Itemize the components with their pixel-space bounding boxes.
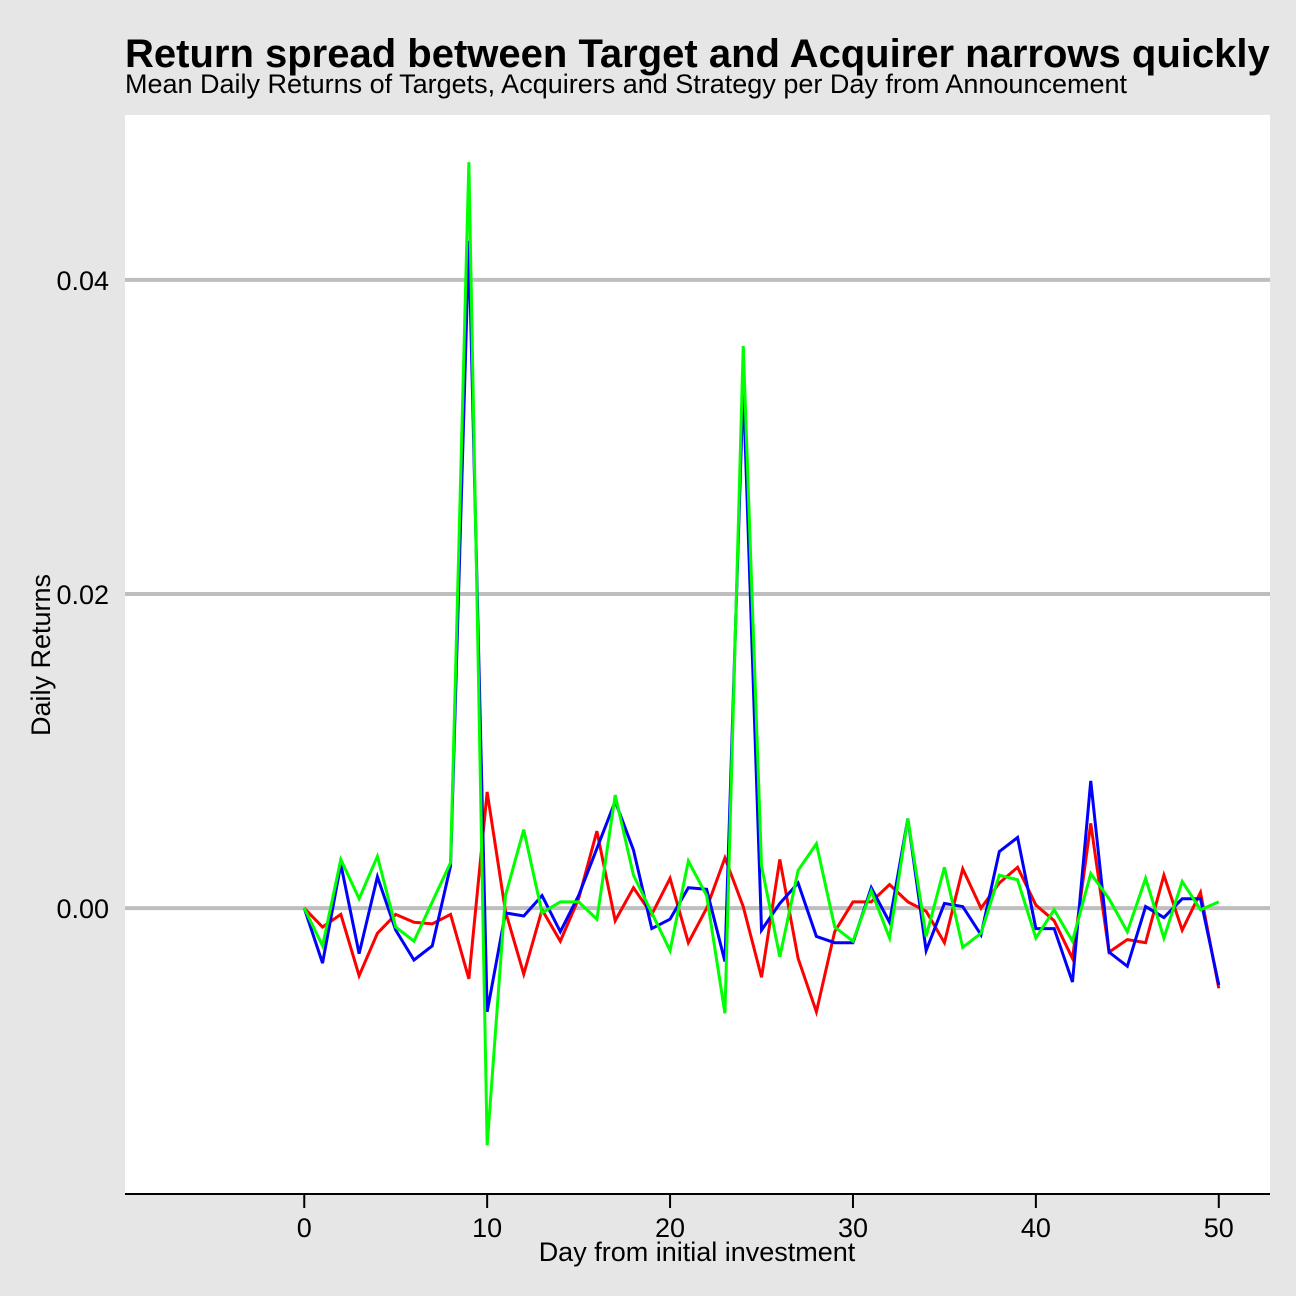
series-line	[302, 162, 1220, 1146]
x-axis-label: Day from initial investment	[539, 1237, 856, 1267]
x-tick-label: 40	[1021, 1213, 1051, 1243]
series-line	[303, 791, 1221, 1018]
x-tick-label: 50	[1204, 1213, 1234, 1243]
y-tick-label: 0.00	[56, 894, 109, 924]
series-lines	[302, 162, 1221, 1146]
chart-subtitle: Mean Daily Returns of Targets, Acquirers…	[125, 69, 1128, 99]
x-tick-label: 30	[838, 1213, 868, 1243]
plot-panel	[125, 115, 1270, 1194]
x-tick-label: 20	[655, 1213, 685, 1243]
x-tick-label: 10	[472, 1213, 502, 1243]
y-tick-label: 0.04	[56, 266, 109, 296]
x-tick-label: 0	[297, 1213, 312, 1243]
y-tick-label: 0.02	[56, 580, 109, 610]
x-axis-ticks: 0 10 20 30 40 50	[297, 1194, 1234, 1243]
y-axis-label: Daily Returns	[26, 574, 56, 736]
y-axis-ticks: 0.00 0.02 0.04	[56, 266, 109, 924]
chart-title: Return spread between Target and Acquire…	[125, 32, 1270, 76]
